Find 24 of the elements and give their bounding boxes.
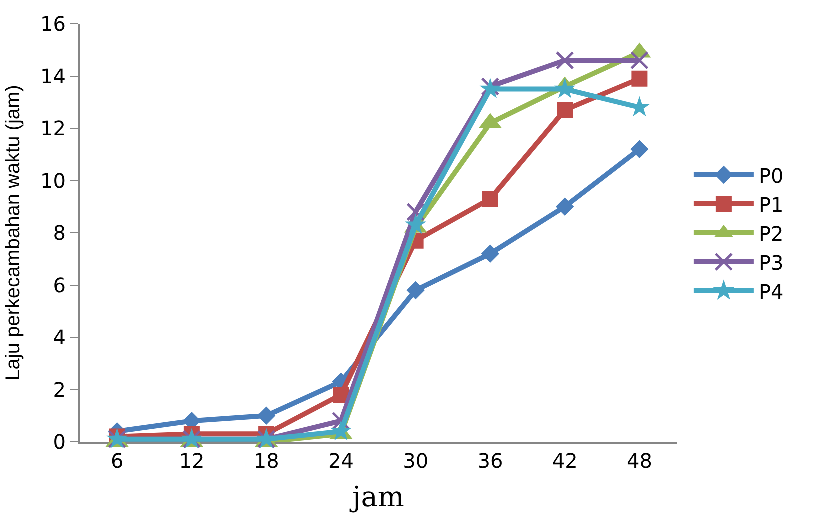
x-tick-label: 12 [179,449,205,473]
y-tick-label: 6 [53,273,66,298]
y-tick-label: 10 [40,168,66,193]
y-tick-label: 4 [53,326,66,350]
y-tick-label: 14 [40,64,66,88]
legend-label: P3 [758,250,784,275]
legend-label: P0 [758,164,784,188]
x-tick-label: 48 [626,449,652,473]
legend-label: P4 [758,280,784,304]
x-tick-label: 36 [478,449,504,473]
x-tick-label: 18 [254,449,280,473]
x-tick-label: 42 [552,449,578,473]
y-tick-label: 2 [53,378,66,402]
x-axis-title: jam [350,480,404,514]
legend-label: P2 [758,222,784,246]
y-tick-label: 12 [40,116,66,140]
legend-label: P1 [758,192,784,217]
y-axis-title: Laju perkecambahan waktu (jam) [2,85,25,381]
x-tick-label: 30 [403,449,429,473]
y-tick-label: 8 [53,221,66,245]
y-tick-label: 16 [40,12,66,36]
y-tick-label: 0 [53,430,66,454]
x-tick-label: 6 [110,449,124,473]
x-tick-label: 24 [328,449,354,473]
